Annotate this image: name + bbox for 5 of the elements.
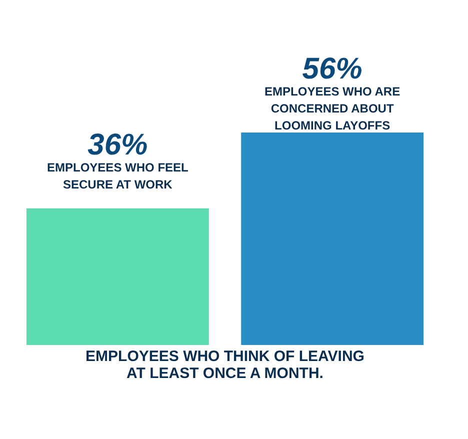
data-label: 36% <box>88 128 148 162</box>
x-tick-label: EMPLOYEES WHO ARE CONCERNED ABOUT LOOMING LAYOFFS <box>264 84 400 132</box>
text: EMPLOYEES WHO THINK OF LEAVING AT LEAST ONCE A MONTH. <box>86 348 364 382</box>
data-label: 56% <box>302 52 362 86</box>
x-tick-label: EMPLOYEES WHO FEEL SECURE AT WORK <box>47 160 188 192</box>
